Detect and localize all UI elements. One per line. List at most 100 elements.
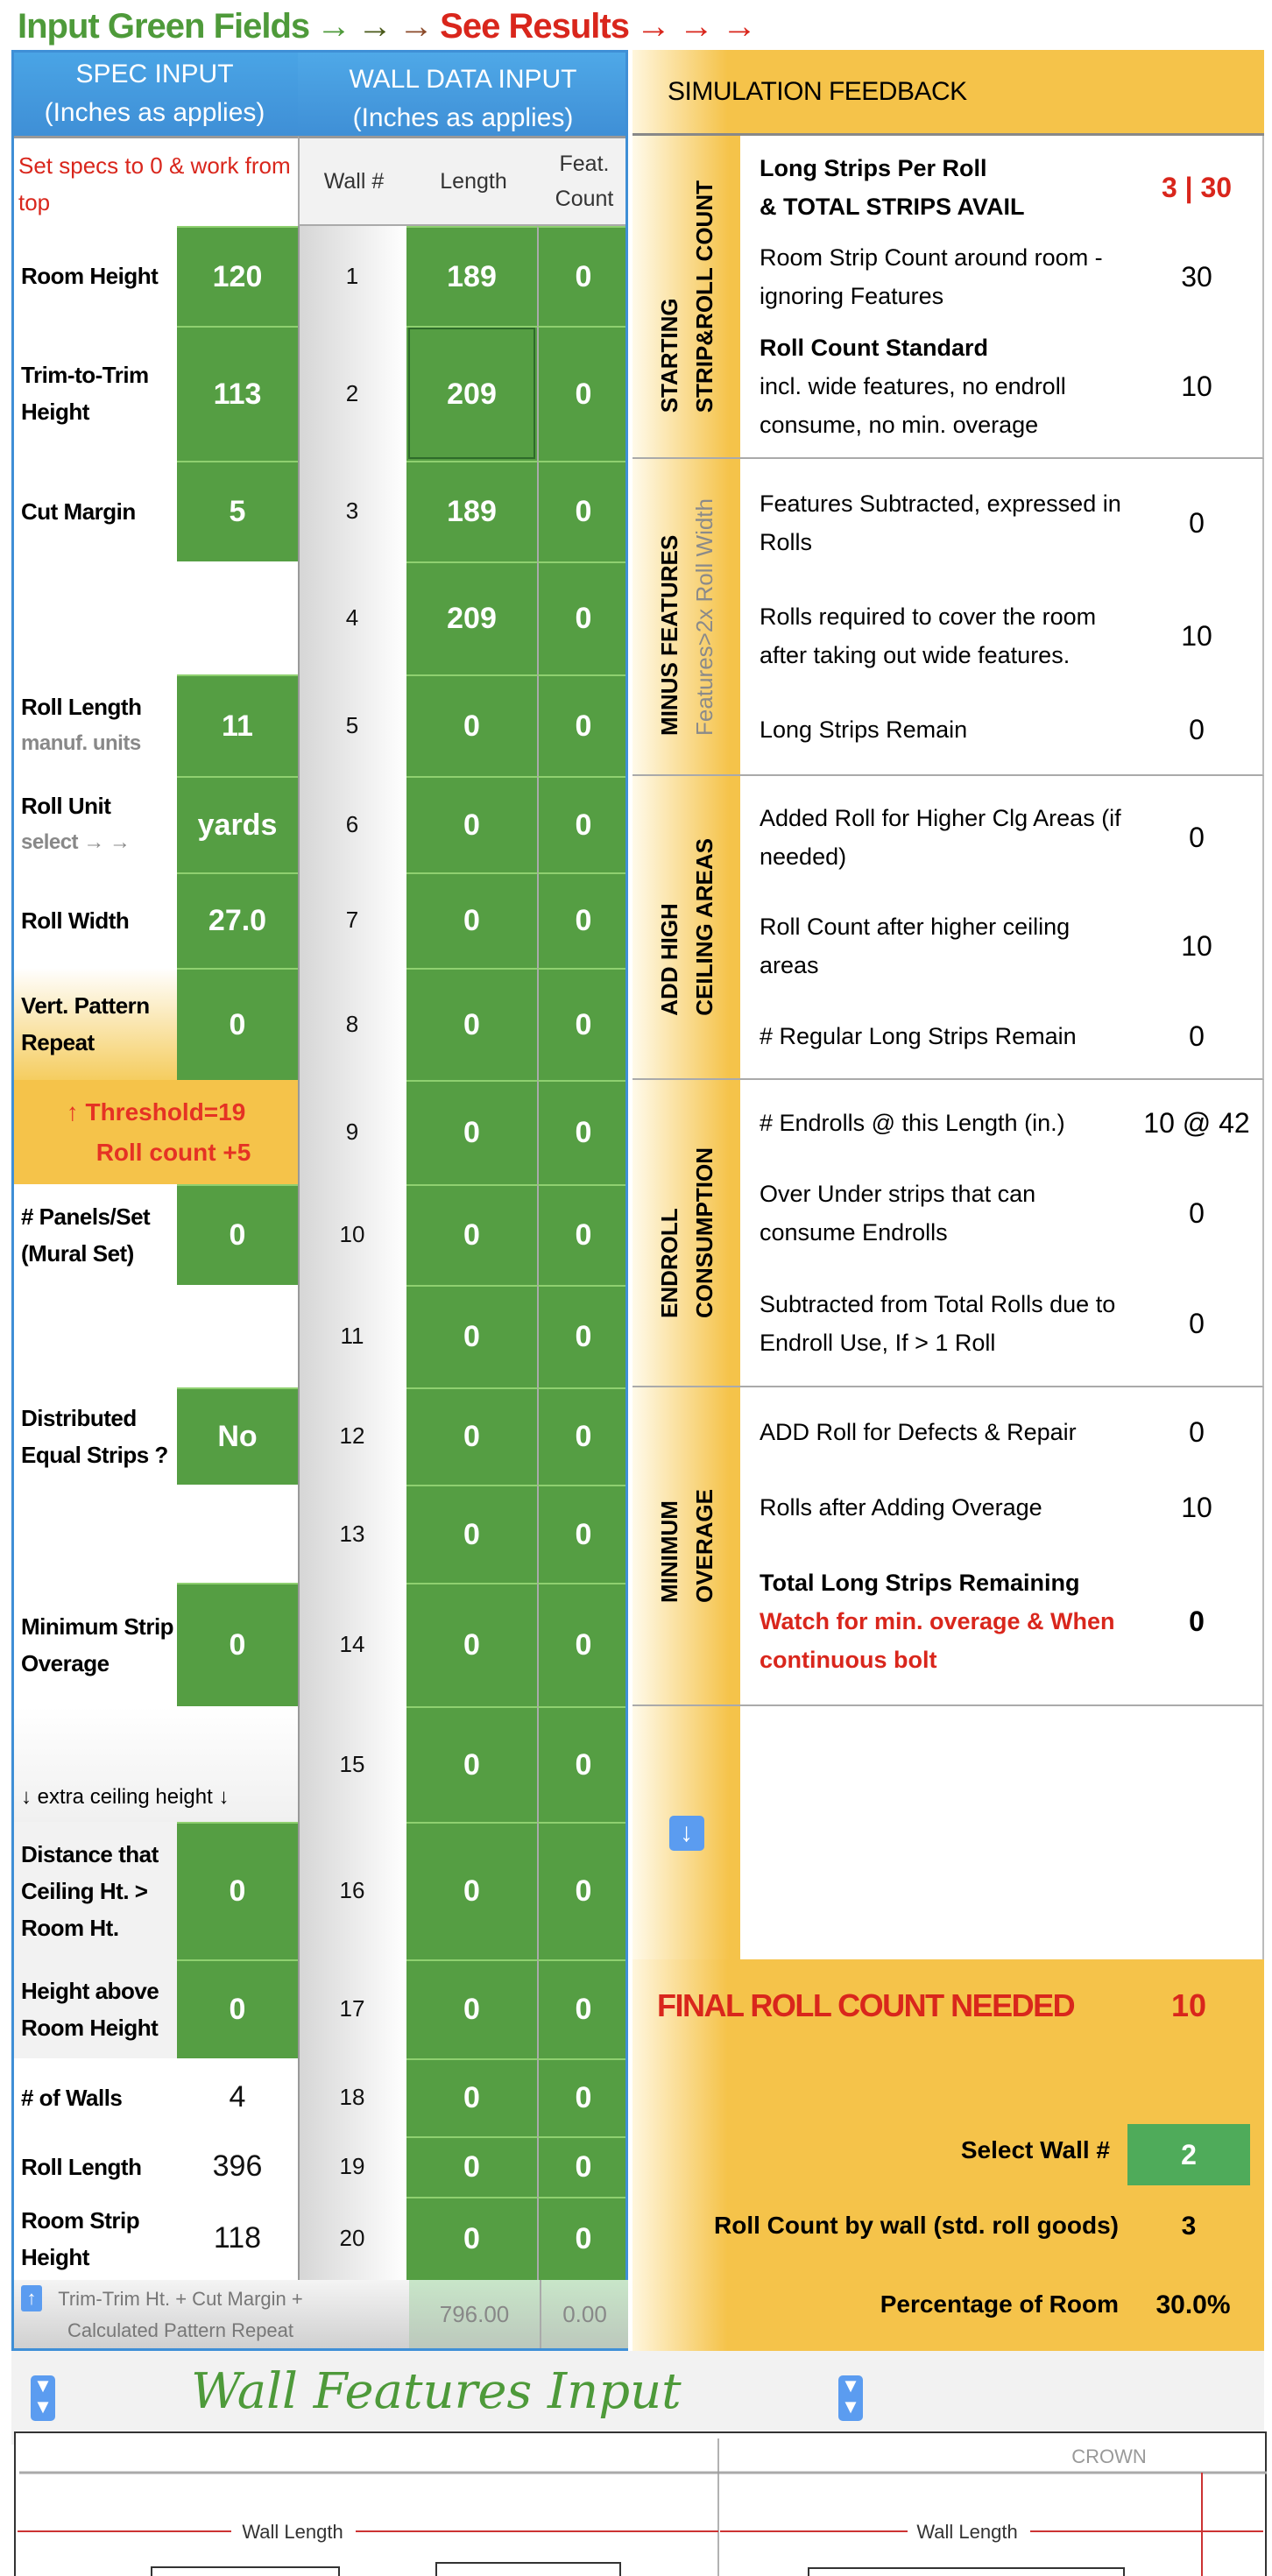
spec-value-input[interactable]: 27.0 (177, 872, 298, 968)
wall-number: 1 (345, 262, 359, 289)
simulation-title: SIMULATION FEEDBACK (668, 76, 967, 106)
spec-value-input[interactable]: 0 (177, 1959, 298, 2058)
spec-label: Cut Margin (14, 461, 177, 561)
wall-feat-count-input[interactable]: 0 (537, 561, 628, 674)
wall-feat-count-input[interactable]: 0 (537, 1583, 628, 1706)
wall-length-input[interactable]: 0 (406, 1959, 537, 2058)
wall-number: 5 (345, 711, 359, 738)
wall-length-input[interactable]: 0 (406, 1184, 537, 1285)
wall-length-input[interactable]: 0 (406, 1822, 537, 1959)
wall-feat-count-input[interactable]: 0 (537, 1959, 628, 2058)
wall-length-input[interactable]: 0 (406, 1706, 537, 1822)
length-total: 796.00 (409, 2280, 540, 2348)
wall-number: 9 (345, 1119, 359, 1145)
see-results-text: See Results (440, 6, 630, 46)
item-text: ADD Roll for Defects & Repair (760, 1419, 1077, 1445)
sim-value: 30 (1181, 261, 1212, 293)
wall-number: 11 (340, 1323, 364, 1349)
spec-value-input[interactable]: 5 (177, 461, 298, 561)
wall-feat-count-input[interactable]: 0 (537, 2136, 628, 2197)
wall-length-input[interactable]: 0 (406, 2058, 537, 2136)
double-chevron-down-icon[interactable]: ▼ ▼ (838, 2375, 863, 2421)
percentage-label: Percentage of Room (880, 2290, 1119, 2318)
sim-value: 0 (1189, 1308, 1205, 1340)
wall-features-title: Wall Features Input (191, 2363, 682, 2420)
wall-feat-count-input[interactable]: 0 (537, 1080, 628, 1184)
sim-section: STARTING STRIP&ROLL COUNT Long Strips Per … (632, 136, 1264, 459)
wall-number: 18 (339, 2084, 365, 2110)
spec-value-input[interactable]: 0 (177, 968, 298, 1080)
wall-length-input[interactable]: 0 (406, 1387, 537, 1485)
wall-feat-count-input[interactable]: 0 (537, 674, 628, 776)
sim-value: 0 (1189, 1416, 1205, 1448)
spec-value-input[interactable]: 0 (177, 1822, 298, 1959)
wall-data-header: WALL DATA INPUT (Inches as applies) (298, 50, 628, 136)
spec-value-input[interactable]: 0 (177, 1184, 298, 1285)
spec-input-header: SPEC INPUT (Inches as applies) (11, 50, 298, 136)
wall-feat-count-input[interactable]: 0 (537, 1184, 628, 1285)
wall-length-input[interactable]: 0 (406, 1285, 537, 1387)
spec-label: Room Height (14, 226, 177, 326)
footer-note: Trim-Trim Ht. + Cut Margin + Calculated … (58, 2288, 303, 2341)
wall-feat-count-input[interactable]: 0 (537, 2058, 628, 2136)
spec-label: Roll Length manuf. units (14, 674, 177, 776)
wall-feat-count-input[interactable]: 0 (537, 872, 628, 968)
wall-number: 15 (339, 1750, 365, 1777)
spec-value-input[interactable]: 113 (177, 326, 298, 461)
wall-length-input[interactable]: 209 (406, 326, 537, 461)
wall-feat-count-input[interactable]: 0 (537, 1706, 628, 1822)
spec-label: Roll Width (14, 872, 177, 968)
col-wall-number: Wall # (323, 168, 385, 194)
double-chevron-down-icon[interactable]: ▼ ▼ (31, 2375, 55, 2421)
item-text: Rolls after Adding Overage (760, 1494, 1042, 1521)
wall-feat-count-input[interactable]: 0 (537, 2197, 628, 2280)
sim-item: Rolls after Adding Overage 10 (740, 1488, 1262, 1527)
select-wall-input[interactable]: 2 (1127, 2124, 1250, 2185)
wall-feat-count-input[interactable]: 0 (537, 326, 628, 461)
wall-feat-count-input[interactable]: 0 (537, 1285, 628, 1387)
wall-length-input[interactable]: 189 (406, 226, 537, 326)
wall-feat-count-input[interactable]: 0 (537, 1822, 628, 1959)
wall-length-input[interactable]: 0 (406, 2197, 537, 2280)
item-text: # Regular Long Strips Remain (760, 1022, 1077, 1049)
wall-number: 10 (339, 1221, 365, 1247)
wall-feat-count-input[interactable]: 0 (537, 226, 628, 326)
wall-feat-count-input[interactable]: 0 (537, 461, 628, 561)
wall-feat-count-input[interactable]: 0 (537, 1387, 628, 1485)
instruction-banner: Input Green Fields → → → See Results → →… (18, 4, 757, 49)
wall-length-input[interactable]: 209 (406, 561, 537, 674)
final-roll-count-value: 10 (1170, 1987, 1207, 2023)
item-heading: Total Long Strips Remaining (760, 1570, 1080, 1596)
arrow-icon: → → → (635, 6, 757, 46)
spec-label: Minimum Strip Overage (14, 1583, 177, 1706)
wall-feat-count-input[interactable]: 0 (537, 968, 628, 1080)
spec-value-input[interactable]: yards (177, 776, 298, 872)
sim-section: MINUS FEATURES Features>2x Roll Width Feat… (632, 459, 1264, 776)
wall-feat-count-input[interactable]: 0 (537, 776, 628, 872)
spec-label: Distance that Ceiling Ht. > Room Ht. (14, 1822, 177, 1959)
wall-number: 12 (339, 1422, 365, 1449)
wall-length-input[interactable]: 189 (406, 461, 537, 561)
arrow-down-icon[interactable]: ↓ (668, 1815, 704, 1851)
spec-label: Height above Room Height (14, 1959, 177, 2058)
spec-value-input[interactable]: No (177, 1387, 298, 1485)
wall-length-input[interactable]: 0 (406, 2136, 537, 2197)
wall-length-label: Wall Length (242, 2521, 343, 2543)
spec-label: Distributed Equal Strips ? (14, 1387, 177, 1485)
sim-item: Rolls required to cover the room after t… (740, 597, 1262, 674)
wall-length-input[interactable]: 0 (406, 1583, 537, 1706)
wall-length-input[interactable]: 0 (406, 674, 537, 776)
wall-feat-count-input[interactable]: 0 (537, 1485, 628, 1583)
wall-number: 20 (339, 2225, 365, 2251)
feat-total: 0.00 (540, 2280, 628, 2348)
wall-length-input[interactable]: 0 (406, 872, 537, 968)
wall-length-input[interactable]: 0 (406, 1080, 537, 1184)
wall-length-input[interactable]: 0 (406, 1485, 537, 1583)
wall-length-input[interactable]: 0 (406, 968, 537, 1080)
spec-value-input[interactable]: 0 (177, 1583, 298, 1706)
spec-value-input[interactable]: 11 (177, 674, 298, 776)
spec-value: 118 (213, 2221, 262, 2255)
col-feat-count: Feat. Count (555, 152, 614, 211)
wall-length-input[interactable]: 0 (406, 776, 537, 872)
spec-value-input[interactable]: 120 (177, 226, 298, 326)
